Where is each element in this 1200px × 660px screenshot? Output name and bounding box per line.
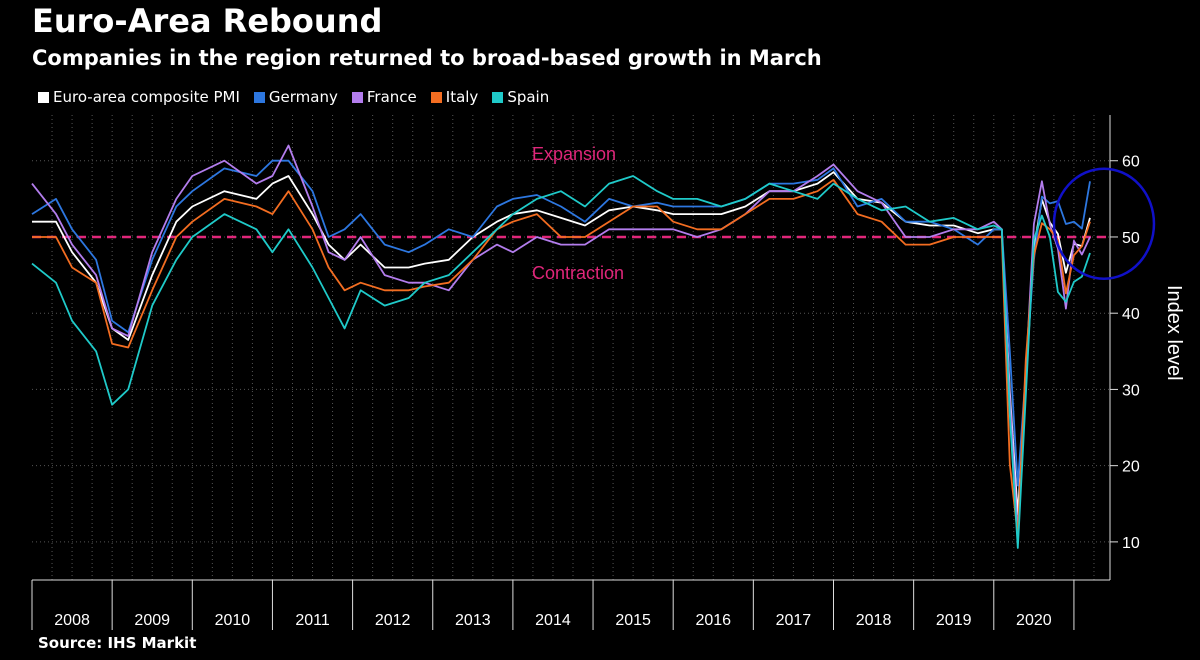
series-line-germany — [31, 159, 1091, 487]
legend-label: Germany — [268, 88, 338, 106]
legend-item-france: France — [351, 88, 417, 106]
y-tick-label: 30 — [1122, 382, 1140, 399]
y-axis-label: Index level — [1163, 285, 1185, 381]
legend-item-germany: Germany — [253, 88, 338, 106]
legend-item-italy: Italy — [430, 88, 479, 106]
x-tick-label: 2009 — [134, 612, 170, 629]
x-tick-label: 2013 — [455, 612, 491, 629]
x-tick-label: 2017 — [776, 612, 812, 629]
legend-label: Italy — [445, 88, 479, 106]
legend-label: Spain — [507, 88, 550, 106]
legend-swatch — [38, 91, 49, 103]
legend-item-euro-area: Euro-area composite PMI — [38, 88, 240, 106]
legend-swatch — [430, 91, 442, 103]
series-line-france — [31, 144, 1091, 535]
x-tick-label: 2011 — [295, 612, 330, 629]
y-tick-label: 10 — [1122, 535, 1140, 552]
legend-label: France — [366, 88, 417, 106]
grid-lines — [32, 115, 1110, 580]
legend-item-spain: Spain — [492, 88, 549, 106]
axes: 10 20 30 40 50 60 2008 2009 2010 2011 2012 2013 2014… — [31, 115, 1140, 630]
y-tick-label: 40 — [1122, 306, 1140, 323]
x-tick-label: 2012 — [375, 612, 411, 629]
x-tick-label: 2016 — [695, 612, 731, 629]
y-tick-label: 20 — [1122, 459, 1140, 476]
expansion-label: Expansion — [532, 144, 616, 164]
x-tick-label: 2010 — [215, 612, 251, 629]
highlight-ellipse — [1052, 167, 1156, 280]
y-tick-label: 50 — [1122, 230, 1140, 247]
chart-subtitle: Companies in the region returned to broa… — [32, 46, 822, 70]
x-tick-label: 2020 — [1016, 612, 1052, 629]
legend-swatch — [253, 91, 265, 103]
legend-swatch — [351, 91, 363, 103]
x-tick-label: 2015 — [615, 612, 651, 629]
series-line-italy — [32, 178, 1091, 536]
chart-title: Euro-Area Rebound — [32, 2, 383, 40]
x-tick-label: 2019 — [936, 612, 972, 629]
x-tick-label: 2008 — [54, 612, 90, 629]
contraction-label: Contraction — [532, 263, 624, 283]
y-tick-label: 60 — [1122, 154, 1140, 171]
series-line-spain — [31, 175, 1091, 549]
x-tick-label: 2018 — [856, 612, 892, 629]
x-tick-label: 2014 — [535, 612, 571, 629]
series-lines — [31, 144, 1091, 549]
source-note: Source: IHS Markit — [38, 634, 197, 652]
legend-label: Euro-area composite PMI — [53, 88, 240, 106]
chart-legend: Euro-area composite PMI Germany France I… — [38, 88, 549, 106]
legend-swatch — [492, 91, 504, 103]
highlight-circle — [1052, 167, 1156, 280]
